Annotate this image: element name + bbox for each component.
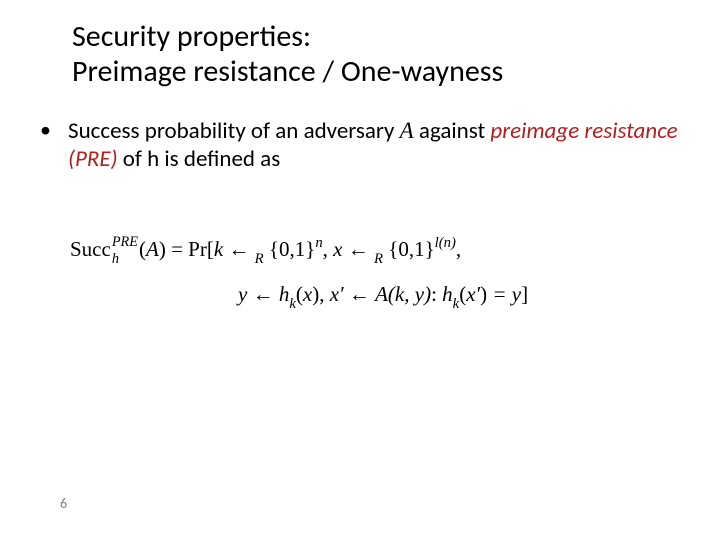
hk2-sub: k bbox=[453, 296, 460, 312]
colon: : bbox=[431, 282, 442, 306]
xp: x′ bbox=[330, 282, 344, 306]
bullet-item: • Success probability of an adversary A … bbox=[0, 117, 720, 173]
subR1: R bbox=[255, 251, 264, 267]
formula: SuccPREh(A) = Pr[k ← R {0,1}n, x ← R {0,… bbox=[0, 233, 720, 314]
slide-title: Security properties: Preimage resistance… bbox=[0, 20, 720, 89]
arrow3: ← bbox=[247, 282, 279, 306]
Aky: A(k, y) bbox=[375, 282, 431, 306]
eq: = bbox=[166, 237, 188, 261]
comma1: , bbox=[323, 237, 334, 261]
bits1: {0,1} bbox=[264, 237, 316, 261]
succ-supsub: PRE h bbox=[112, 238, 138, 265]
hk1-sub: k bbox=[289, 296, 296, 312]
adversary-symbol: A bbox=[400, 118, 414, 143]
A1: A bbox=[146, 237, 159, 261]
x2: x bbox=[303, 282, 312, 306]
bullet-marker: • bbox=[40, 117, 68, 143]
title-line-2: Preimage resistance / One-wayness bbox=[72, 53, 503, 90]
eqy: = y bbox=[487, 282, 521, 306]
hk2: h bbox=[442, 282, 453, 306]
sup-ln: l(n) bbox=[435, 235, 456, 251]
sub-h: h bbox=[112, 253, 138, 267]
rbr: ] bbox=[521, 282, 528, 306]
arrow2: ← bbox=[343, 237, 375, 261]
rpar1: ) bbox=[159, 237, 166, 261]
x: x bbox=[333, 237, 342, 261]
sup-n: n bbox=[315, 235, 322, 251]
sup-pre: PRE bbox=[112, 236, 138, 250]
arrow4: ← bbox=[344, 282, 376, 306]
formula-line-2: y ← hk(x), x′ ← A(k, y): hk(x′) = y] bbox=[70, 278, 690, 315]
page-number: 6 bbox=[60, 495, 67, 512]
k: k bbox=[214, 237, 223, 261]
succ-label: Succ bbox=[70, 237, 111, 261]
Pr: Pr bbox=[188, 237, 207, 261]
lbr: [ bbox=[207, 237, 214, 261]
y: y bbox=[238, 282, 247, 306]
comma2: , bbox=[319, 282, 330, 306]
bullet-mid: against bbox=[414, 117, 491, 145]
xp2: x′ bbox=[466, 282, 480, 306]
arrow1: ← bbox=[223, 237, 255, 261]
hk1: h bbox=[279, 282, 290, 306]
lpar2: ( bbox=[296, 282, 303, 306]
subR2: R bbox=[374, 251, 383, 267]
bits2: {0,1} bbox=[383, 237, 435, 261]
formula-line-1: SuccPREh(A) = Pr[k ← R {0,1}n, x ← R {0,… bbox=[70, 233, 690, 270]
bullet-pre: Success probability of an adversary bbox=[68, 117, 400, 145]
trailcomma: , bbox=[456, 237, 461, 261]
title-line-1: Security properties: bbox=[72, 18, 311, 55]
bullet-text: Success probability of an adversary A ag… bbox=[68, 117, 690, 173]
bullet-post: of h is defined as bbox=[118, 145, 281, 173]
lpar1: ( bbox=[139, 237, 146, 261]
